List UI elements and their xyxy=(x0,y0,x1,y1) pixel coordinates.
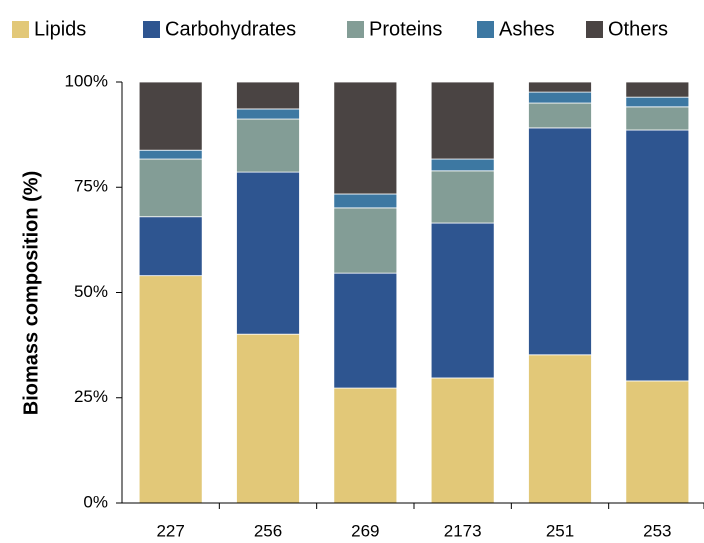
bar-segment xyxy=(236,171,300,335)
legend-text: Proteins xyxy=(369,18,442,40)
bar-segment xyxy=(138,275,203,504)
bar-segment xyxy=(333,207,398,274)
legend-swatch xyxy=(143,21,160,38)
bar-segment xyxy=(138,158,203,218)
x-tick-label: 253 xyxy=(643,521,671,540)
bar-segment xyxy=(236,81,300,110)
legend-swatch xyxy=(12,21,29,38)
bar-segment xyxy=(333,193,398,209)
legend-swatch xyxy=(586,21,603,38)
bar-segment xyxy=(625,106,690,131)
x-tick-label: 227 xyxy=(156,521,184,540)
bar-segment xyxy=(528,102,592,129)
bar-segment xyxy=(138,149,203,160)
bar-segment xyxy=(625,81,690,98)
y-tick-label: 100% xyxy=(65,71,108,90)
bar-segment xyxy=(430,170,495,224)
legend-swatch xyxy=(477,21,494,38)
bar-segment xyxy=(430,158,495,172)
x-tick-label: 251 xyxy=(546,521,574,540)
bar-segment xyxy=(138,81,203,151)
bar-segment xyxy=(625,129,690,382)
legend-swatch xyxy=(347,21,364,38)
y-tick-label: 50% xyxy=(74,282,108,301)
bar-segment xyxy=(528,91,592,104)
bar-segment xyxy=(236,108,300,120)
bar-segment xyxy=(528,81,592,93)
bar-segment xyxy=(236,118,300,173)
bar-segment xyxy=(430,377,495,504)
bar-segment xyxy=(333,387,398,504)
legend-text: Ashes xyxy=(499,18,555,40)
bar-segment xyxy=(625,96,690,108)
bar-segment xyxy=(528,127,592,356)
bar-segment xyxy=(430,81,495,160)
bar-segment xyxy=(333,272,398,389)
y-tick-label: 0% xyxy=(83,492,108,511)
bar-segment xyxy=(333,81,398,195)
x-tick-label: 269 xyxy=(351,521,379,540)
bar-segment xyxy=(138,216,203,277)
x-tick-label: 256 xyxy=(254,521,282,540)
bar-segment xyxy=(625,380,690,504)
y-tick-label: 25% xyxy=(74,387,108,406)
y-axis-title: Biomass composition (%) xyxy=(20,171,42,415)
bar-segment xyxy=(528,354,592,504)
y-tick-label: 75% xyxy=(74,177,108,196)
bar-segment xyxy=(430,222,495,379)
x-tick-label: 2173 xyxy=(444,521,482,540)
bar-segment xyxy=(236,333,300,504)
legend-text: Lipids xyxy=(34,18,86,40)
legend-text: Others xyxy=(608,18,668,40)
legend-text: Carbohydrates xyxy=(165,18,296,40)
